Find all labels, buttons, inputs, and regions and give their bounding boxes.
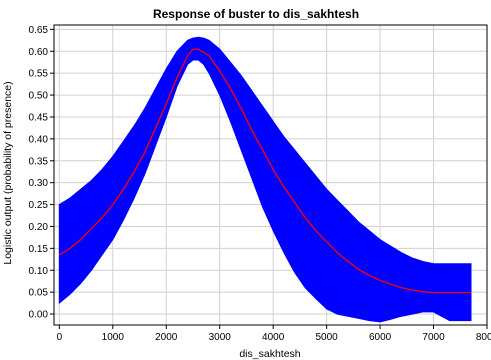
y-tick-label: 0.65 <box>29 25 49 36</box>
y-tick-label: 0.20 <box>29 222 49 233</box>
x-axis-label: dis_sakhtesh <box>239 348 300 360</box>
y-tick-label: 0.25 <box>29 200 49 211</box>
x-tick-label: 0 <box>57 332 63 343</box>
x-tick-label: 5000 <box>316 332 339 343</box>
x-tick-label: 6000 <box>369 332 392 343</box>
x-tick-label: 1000 <box>102 332 125 343</box>
x-tick-label: 2000 <box>155 332 178 343</box>
band-layer <box>58 36 472 323</box>
y-tick-label: 0.30 <box>29 178 49 189</box>
plot-frame <box>53 24 488 326</box>
y-tick-label: 0.40 <box>29 134 49 145</box>
x-tick-label: 3000 <box>209 332 232 343</box>
y-tick-label: 0.00 <box>29 310 49 321</box>
x-tick-label: 7000 <box>422 332 445 343</box>
chart-title: Response of buster to dis_sakhtesh <box>153 7 359 21</box>
response-curve <box>58 48 471 294</box>
y-tick-label: 0.55 <box>29 69 49 80</box>
x-tick-label: 4000 <box>262 332 285 343</box>
y-tick-label: 0.05 <box>29 288 49 299</box>
confidence-band <box>58 36 472 323</box>
line-layer <box>58 48 471 294</box>
y-tick-label: 0.45 <box>29 112 49 123</box>
y-tick-label: 0.10 <box>29 266 49 277</box>
y-tick-label: 0.15 <box>29 244 49 255</box>
y-tick-label: 0.60 <box>29 47 49 58</box>
y-axis-label: Logistic output (probability of presence… <box>2 81 14 264</box>
y-tick-label: 0.35 <box>29 156 49 167</box>
y-tick-label: 0.50 <box>29 91 49 102</box>
